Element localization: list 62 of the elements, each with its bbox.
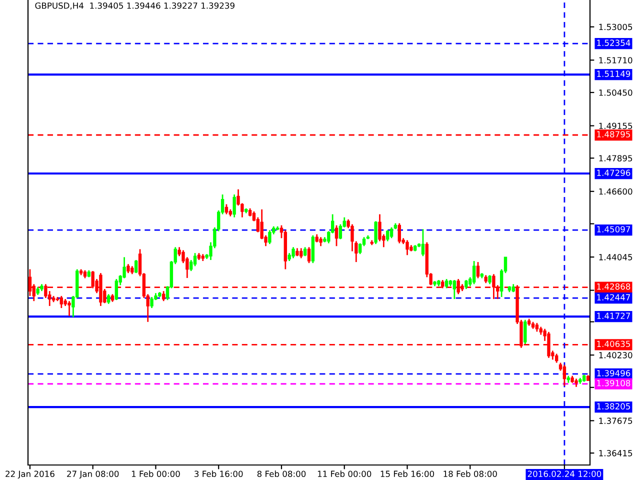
ref-line-label: 1.39108 <box>597 380 630 386</box>
candlestick <box>268 229 272 245</box>
ref-line-label: 1.39496 <box>597 370 630 376</box>
x-tick-label: 11 Feb 00:00 <box>318 470 372 478</box>
ref-line-label: 1.52354 <box>597 40 630 46</box>
candlestick <box>190 259 193 272</box>
ref-line-label: 1.48795 <box>597 131 630 138</box>
x-tick-label: 8 Feb 08:00 <box>257 470 306 478</box>
y-tick-label: 1.49155 <box>599 122 632 130</box>
candlestick <box>390 226 394 239</box>
x-tick-label: 22 Jan 2016 <box>6 470 54 479</box>
ref-line-label: 1.41727 <box>597 312 630 319</box>
x-tick-label: 3 Feb 16:00 <box>194 470 243 478</box>
candlestick <box>311 234 315 264</box>
y-tick-label: 1.50450 <box>599 89 632 96</box>
candlestick <box>398 222 401 244</box>
candlestick <box>452 279 456 300</box>
candlestick <box>358 242 362 255</box>
candlestick <box>476 261 480 279</box>
candlestick <box>60 295 64 309</box>
y-tick-label: 1.47895 <box>599 155 632 162</box>
y-tick-label: 1.51710 <box>599 57 632 64</box>
candlestick <box>524 319 527 345</box>
x-tick-label: 2016.02.24 12:00 <box>528 470 602 478</box>
y-tick-label: 1.36415 <box>599 450 632 456</box>
candlestick <box>232 194 236 218</box>
candlestick <box>224 204 228 215</box>
candlestick <box>150 296 154 309</box>
ref-line-label: 1.47296 <box>597 170 630 176</box>
candlestick <box>106 293 110 305</box>
ref-line-label: 1.42868 <box>597 283 630 290</box>
candlestick <box>374 220 378 245</box>
candlestick <box>421 228 425 257</box>
ref-line-label: 1.38205 <box>597 403 630 410</box>
candlestick <box>444 278 448 289</box>
candlestick <box>292 246 295 259</box>
ref-line-label: 1.45097 <box>597 226 630 232</box>
candlestick <box>386 229 390 242</box>
y-tick-label: 1.40230 <box>599 352 632 358</box>
x-tick-label: 18 Feb 08:00 <box>444 470 497 478</box>
y-tick-label: 1.37675 <box>599 418 632 424</box>
y-tick-label: 1.53005 <box>599 24 632 30</box>
candlestick <box>193 252 197 267</box>
candlestick <box>562 364 566 387</box>
candlestick <box>406 240 409 256</box>
ref-line-label: 1.42447 <box>597 294 630 300</box>
candlestick <box>334 224 338 247</box>
candlestick <box>114 278 118 301</box>
candlestick <box>300 247 303 259</box>
ref-line-label: 1.40635 <box>597 340 630 348</box>
candlestick <box>472 260 476 285</box>
candlestick <box>68 300 71 317</box>
x-tick-label: 27 Jan 08:00 <box>67 470 119 479</box>
candlestick <box>162 290 166 302</box>
x-tick-label: 1 Feb 00:00 <box>132 470 180 478</box>
chart-title: GBPUSD,H4 1.39405 1.39446 1.39227 1.39239 <box>35 2 234 10</box>
x-tick-label: 15 Feb 16:00 <box>380 470 434 478</box>
y-tick-label: 1.46600 <box>599 188 632 195</box>
ref-line-label: 1.51149 <box>597 70 630 77</box>
candlestick <box>307 246 311 264</box>
candlestick <box>134 259 138 274</box>
y-tick-label: 1.44045 <box>599 254 632 260</box>
